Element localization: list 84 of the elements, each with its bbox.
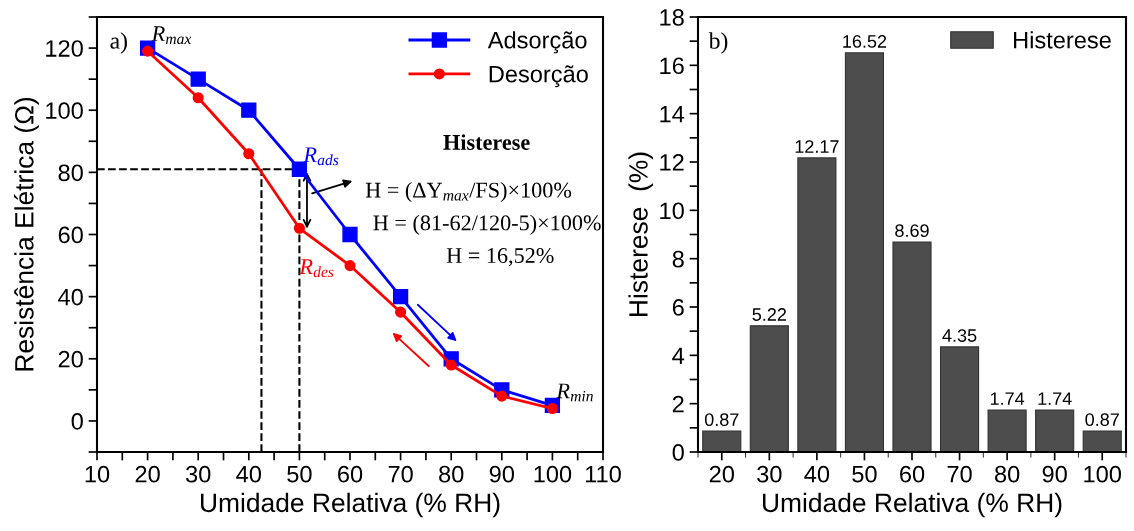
annotation: H = (ΔY$_{max}$/FS)×100% bbox=[365, 181, 572, 203]
y-tick-label: 120 bbox=[46, 40, 83, 57]
point bbox=[241, 102, 257, 118]
x-tick-label: 50 bbox=[852, 465, 877, 483]
x-tick-label: 10 bbox=[85, 465, 110, 483]
x-tick-label: 70 bbox=[947, 465, 972, 483]
point bbox=[546, 402, 558, 415]
bar bbox=[939, 346, 980, 452]
x-tick-label: 80 bbox=[995, 465, 1020, 483]
point bbox=[190, 71, 206, 87]
y-tick-label: 14 bbox=[660, 105, 685, 123]
point bbox=[344, 260, 356, 272]
y-tick-label: 16 bbox=[660, 57, 684, 75]
annotation: H = 16,52% bbox=[446, 248, 554, 267]
x-tick-label: 60 bbox=[338, 465, 363, 483]
x-tick-label: 50 bbox=[287, 465, 312, 483]
x-tick-label: 90 bbox=[489, 465, 515, 483]
legend-label: Desorção bbox=[489, 65, 588, 88]
point bbox=[342, 226, 358, 243]
data-label: 4.35 bbox=[942, 329, 977, 342]
point bbox=[445, 359, 457, 371]
data-label: 16.52 bbox=[843, 35, 887, 48]
annotation: R$_{min}$ bbox=[556, 383, 593, 402]
y-tick-label: 6 bbox=[672, 299, 684, 316]
annotation: a) bbox=[110, 32, 127, 54]
point bbox=[192, 92, 204, 104]
x-tick-label: 110 bbox=[585, 465, 621, 483]
annotation: R$_{ads}$ bbox=[303, 147, 339, 166]
y-axis-title: Resistência Elétrica (Ω) bbox=[13, 97, 39, 371]
y-tick-label: 60 bbox=[58, 226, 83, 244]
point bbox=[293, 222, 305, 234]
data-label: 8.69 bbox=[895, 224, 929, 238]
bar bbox=[797, 157, 837, 452]
legend-label: Adsorção bbox=[487, 31, 587, 54]
x-tick-label: 30 bbox=[185, 465, 211, 483]
annotation: H = (81-62/120-5)×100% bbox=[373, 214, 601, 235]
bar bbox=[1035, 409, 1075, 452]
x-tick-label: 100 bbox=[1084, 465, 1121, 483]
bar bbox=[702, 430, 742, 452]
x-tick-label: 40 bbox=[236, 465, 262, 483]
x-tick-label: 60 bbox=[900, 465, 925, 483]
data-label: 0.87 bbox=[704, 413, 739, 427]
point bbox=[395, 306, 407, 318]
x-tick-label: 80 bbox=[439, 465, 464, 483]
y-tick-label: 40 bbox=[58, 288, 83, 306]
data-label: 5.22 bbox=[752, 308, 786, 321]
y-tick-label: 0 bbox=[71, 413, 83, 430]
x-axis-title: Umidade Relativa (% RH) bbox=[201, 492, 500, 518]
y-tick-label: 12 bbox=[660, 154, 684, 171]
x-tick-label: 90 bbox=[1042, 465, 1067, 483]
point bbox=[496, 390, 508, 402]
annotation: b) bbox=[708, 32, 728, 54]
y-tick-label: 4 bbox=[672, 347, 685, 364]
y-axis-title: Histerese (%) bbox=[628, 152, 653, 316]
y-tick-label: 18 bbox=[660, 9, 684, 26]
y-tick-label: 2 bbox=[672, 395, 684, 413]
data-label: 0.87 bbox=[1085, 413, 1119, 427]
bar bbox=[987, 409, 1027, 452]
legend-label: Histerese bbox=[1014, 31, 1111, 49]
x-tick-label: 30 bbox=[757, 465, 782, 483]
y-tick-label: 0 bbox=[672, 444, 684, 461]
y-tick-label: 10 bbox=[660, 202, 684, 220]
x-axis-title: Umidade Relativa (% RH) bbox=[763, 492, 1062, 518]
bar bbox=[892, 241, 932, 452]
annotation: R$_{max}$ bbox=[151, 26, 192, 45]
annotation: R$_{des}$ bbox=[299, 259, 334, 278]
bar bbox=[1082, 430, 1122, 452]
y-tick-label: 8 bbox=[672, 250, 684, 268]
x-tick-label: 70 bbox=[388, 465, 413, 483]
bar bbox=[844, 52, 885, 452]
x-tick-label: 40 bbox=[804, 465, 830, 483]
x-tick-label: 20 bbox=[709, 465, 734, 483]
bar bbox=[749, 325, 789, 452]
y-tick-label: 100 bbox=[46, 102, 83, 119]
point bbox=[392, 289, 409, 305]
x-tick-label: 20 bbox=[135, 465, 160, 483]
x-tick-label: 100 bbox=[534, 465, 572, 483]
y-tick-label: 20 bbox=[58, 350, 83, 368]
data-label: 1.74 bbox=[990, 392, 1025, 405]
y-tick-label: 80 bbox=[58, 164, 83, 182]
data-label: 1.74 bbox=[1038, 392, 1072, 405]
data-label: 12.17 bbox=[795, 140, 839, 153]
point bbox=[243, 148, 255, 160]
annotation: Histerese bbox=[443, 134, 530, 150]
